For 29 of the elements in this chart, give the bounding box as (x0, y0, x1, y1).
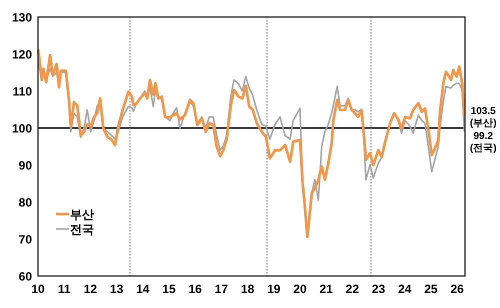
x-tick-label: 13 (110, 282, 124, 296)
x-tick-label: 14 (136, 282, 150, 296)
x-tick-label: 15 (162, 282, 176, 296)
y-tick-label: 60 (18, 270, 32, 284)
y-tick-label: 130 (12, 10, 32, 24)
x-tick-label: 23 (372, 282, 386, 296)
y-tick-label: 90 (18, 158, 32, 172)
legend-label: 부산 (70, 208, 94, 222)
x-tick-label: 22 (346, 282, 360, 296)
x-tick-label: 20 (293, 282, 307, 296)
x-tick-label: 10 (31, 282, 45, 296)
x-tick-label: 24 (398, 282, 412, 296)
x-tick-label: 18 (240, 282, 255, 296)
annotation: 99.2 (전국) (470, 131, 497, 154)
x-tick-label: 26 (450, 282, 464, 296)
x-tick-label: 11 (58, 282, 71, 296)
y-tick-label: 100 (12, 122, 32, 136)
y-tick-label: 110 (12, 84, 32, 98)
x-tick-label: 12 (84, 282, 98, 296)
x-tick-label: 17 (214, 282, 228, 296)
annotation: 103.5 (부산) (470, 106, 497, 130)
y-tick-label: 120 (12, 48, 32, 62)
x-tick-label: 25 (424, 282, 438, 296)
x-tick-label: 21 (319, 282, 334, 296)
y-tick-label: 80 (18, 196, 32, 210)
legend-label: 전국 (70, 222, 94, 236)
x-tick-label: 16 (188, 282, 202, 296)
x-tick-label: 19 (267, 282, 281, 296)
y-tick-label: 70 (18, 232, 32, 246)
